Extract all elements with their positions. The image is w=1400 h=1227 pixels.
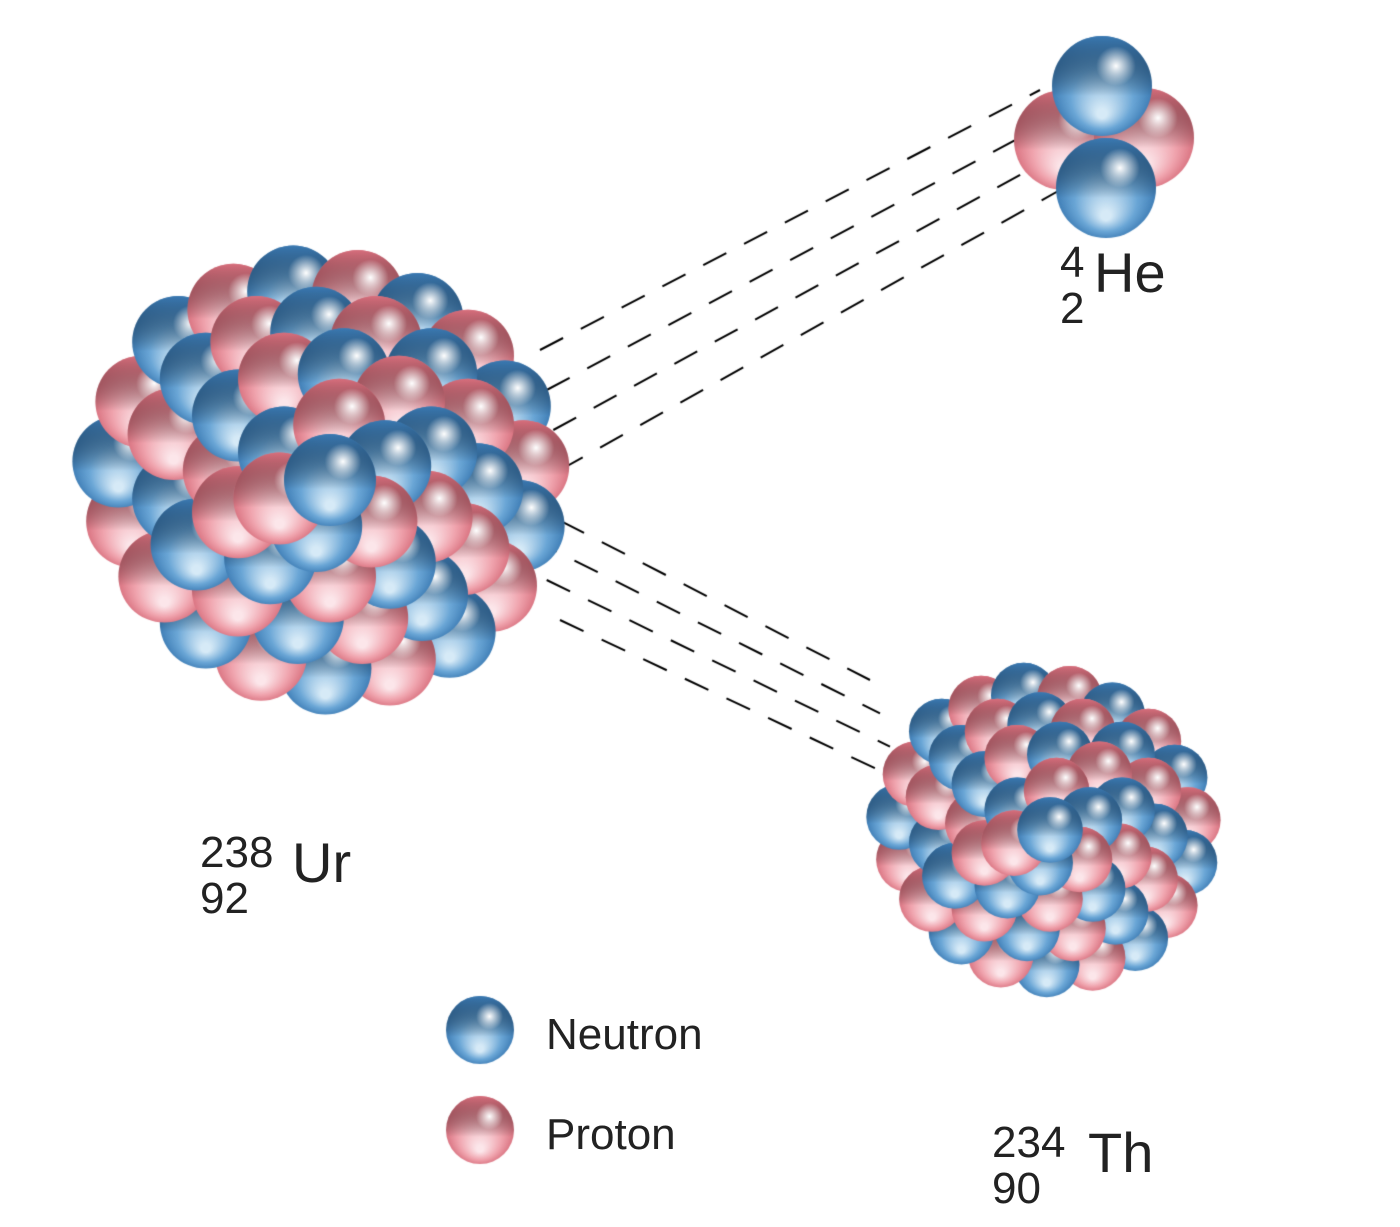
thorium-symbol: Th	[1088, 1124, 1153, 1183]
thorium-atomic: 90	[992, 1166, 1065, 1212]
legend-proton-text: Proton	[546, 1110, 676, 1160]
helium-label: 4 2 He	[1060, 240, 1084, 332]
helium-atomic: 2	[1060, 286, 1084, 332]
legend-neutron-text: Neutron	[546, 1010, 703, 1060]
helium-symbol: He	[1094, 244, 1166, 303]
thorium-label: 234 90 Th	[992, 1120, 1065, 1212]
uranium-mass: 238	[200, 830, 273, 876]
uranium-atomic: 92	[200, 876, 273, 922]
helium-mass: 4	[1060, 240, 1084, 286]
uranium-symbol: Ur	[292, 834, 351, 893]
thorium-mass: 234	[992, 1120, 1065, 1166]
uranium-label: 238 92 Ur	[200, 830, 273, 922]
